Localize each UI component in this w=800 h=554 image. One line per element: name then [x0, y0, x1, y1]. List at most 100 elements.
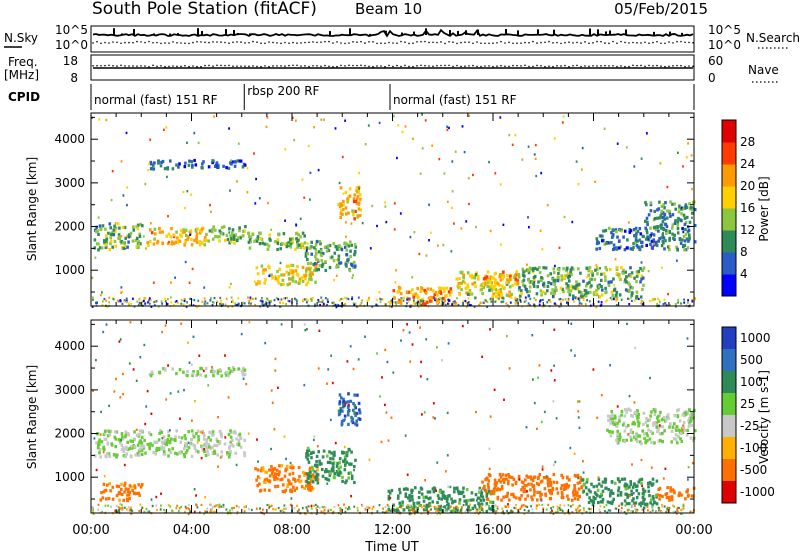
near-range-cell: [225, 508, 228, 511]
nave-dot: [576, 64, 578, 67]
near-range-cell: [206, 302, 209, 305]
echo-cell: [666, 486, 669, 490]
nave-dot: [608, 65, 610, 67]
echo-cell: [495, 291, 498, 295]
echo-cell: [459, 270, 463, 274]
echo-cell: [468, 289, 472, 293]
echo-cell: [645, 231, 649, 235]
echo-cell: [462, 275, 465, 279]
echo-cell: [129, 439, 132, 443]
echo-cell: [671, 223, 675, 227]
echo-cell: [343, 468, 347, 472]
nsearch-dot: [200, 41, 202, 43]
echo-cell: [259, 237, 262, 241]
echo-cell: [659, 438, 662, 443]
nave-dot: [668, 65, 670, 68]
scatter-cell: [303, 298, 306, 301]
near-range-cell: [230, 296, 233, 299]
near-range-cell: [516, 297, 519, 301]
near-range-cell: [192, 304, 195, 307]
echo-cell: [636, 416, 639, 420]
echo-cell: [485, 502, 489, 506]
echo-cell: [303, 486, 306, 490]
near-range-cell: [651, 299, 654, 302]
scatter-cell: [299, 217, 302, 220]
echo-cell: [460, 281, 463, 285]
echo-cell: [552, 267, 556, 271]
echo-cell: [97, 440, 101, 444]
scatter-cell: [438, 157, 441, 161]
near-range-cell: [320, 296, 323, 299]
nsearch-dot: [548, 40, 550, 43]
echo-cell: [296, 240, 299, 244]
scatter-cell: [165, 398, 168, 401]
near-range-cell: [385, 510, 388, 513]
echo-cell: [196, 370, 200, 374]
echo-cell: [426, 287, 430, 291]
near-range-cell: [558, 506, 561, 509]
scatter-cell: [592, 368, 595, 371]
echo-cell: [310, 278, 313, 282]
echo-cell: [577, 283, 581, 287]
echo-cell: [576, 481, 580, 485]
cpid-segment-label: normal (fast) 151 RF: [393, 93, 517, 107]
echo-cell: [321, 262, 325, 266]
scatter-cell: [393, 202, 396, 205]
echo-cell: [644, 200, 647, 205]
near-range-cell: [144, 297, 147, 300]
echo-cell: [627, 423, 630, 428]
near-range-cell: [97, 508, 99, 512]
echo-cell: [560, 491, 564, 495]
echo-cell: [579, 295, 583, 299]
nsearch-dot: [304, 41, 306, 44]
near-range-cell: [248, 299, 251, 302]
scatter-cell: [436, 346, 438, 349]
echo-cell: [420, 492, 424, 496]
echo-cell: [681, 413, 685, 417]
echo-cell: [675, 245, 678, 249]
echo-cell: [98, 451, 101, 455]
echo-cell: [629, 408, 632, 412]
echo-cell: [225, 373, 228, 377]
nave-dot: [496, 65, 498, 67]
echo-cell: [397, 300, 400, 304]
near-range-cell: [323, 509, 326, 512]
echo-cell: [690, 207, 694, 211]
nsearch-label: N.Search: [746, 31, 800, 45]
noise-spike: [621, 34, 623, 35]
nave-dot: [660, 65, 662, 67]
echo-cell: [255, 478, 258, 482]
echo-cell: [231, 369, 235, 373]
nave-dot: [532, 65, 534, 68]
echo-cell: [593, 491, 597, 495]
echo-cell: [314, 243, 318, 247]
scatter-cell: [203, 286, 206, 289]
echo-cell: [422, 495, 425, 499]
echo-cell: [230, 240, 233, 244]
echo-cell: [567, 497, 570, 501]
nsearch-dot: [536, 42, 538, 44]
near-range-cell: [180, 505, 183, 508]
echo-cell: [218, 440, 222, 444]
echo-cell: [669, 489, 672, 493]
echo-cell: [326, 477, 329, 481]
echo-cell: [612, 277, 615, 281]
echo-cell: [243, 372, 247, 377]
echo-cell: [572, 493, 575, 497]
echo-cell: [312, 475, 315, 479]
nave-dot: [484, 65, 486, 67]
echo-cell: [109, 226, 112, 230]
echo-cell: [677, 210, 681, 214]
echo-cell: [579, 478, 583, 482]
near-range-cell: [324, 506, 327, 509]
echo-cell: [647, 238, 650, 242]
scatter-cell: [313, 435, 316, 438]
echo-cell: [668, 495, 671, 499]
nave-dot: [636, 64, 638, 67]
near-range-cell: [677, 301, 679, 304]
echo-cell: [673, 422, 676, 426]
echo-cell: [288, 482, 292, 486]
near-range-cell: [659, 301, 661, 304]
echo-cell: [642, 411, 646, 415]
echo-cell: [183, 434, 187, 438]
